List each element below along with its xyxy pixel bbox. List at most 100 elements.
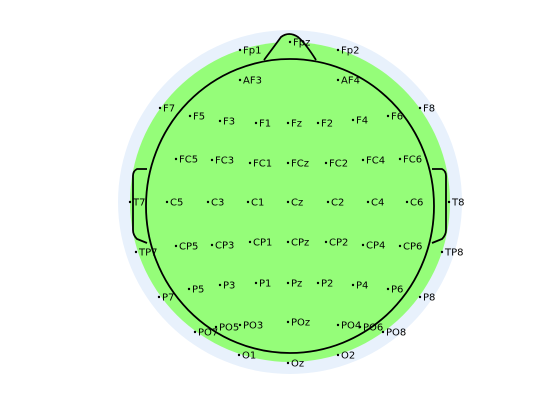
head-outline xyxy=(145,58,435,354)
electrode-label-fc1: FC1 xyxy=(253,159,272,170)
electrode-label-t7: T7 xyxy=(132,198,145,209)
electrode-p2: P2 xyxy=(316,279,333,290)
electrode-dot-cz xyxy=(286,200,290,204)
electrode-dot-po7 xyxy=(193,330,197,334)
electrode-dot-af4 xyxy=(336,78,340,82)
electrode-label-cpz: CPz xyxy=(291,238,309,249)
electrode-f1: F1 xyxy=(254,119,271,130)
electrode-dot-cp4 xyxy=(361,243,365,247)
electrode-dot-poz xyxy=(286,320,290,324)
electrode-c6: C6 xyxy=(405,198,423,209)
electrode-fp1: Fp1 xyxy=(238,46,261,57)
electrode-f6: F6 xyxy=(386,112,403,123)
electrode-label-cp4: CP4 xyxy=(366,241,385,252)
electrode-dot-cp1 xyxy=(248,240,252,244)
electrode-label-cz: Cz xyxy=(291,198,303,209)
electrode-label-fpz: Fpz xyxy=(293,38,310,49)
electrode-cp6: CP6 xyxy=(398,242,422,253)
electrode-cp1: CP1 xyxy=(248,238,272,249)
electrode-af4: AF4 xyxy=(336,76,360,87)
electrode-dot-fcz xyxy=(286,161,290,165)
electrode-label-f4: F4 xyxy=(356,116,368,127)
electrode-po6: PO6 xyxy=(358,323,383,334)
electrode-cpz: CPz xyxy=(286,238,309,249)
electrode-label-f2: F2 xyxy=(321,119,333,130)
electrode-cp4: CP4 xyxy=(361,241,385,252)
electrode-label-fc3: FC3 xyxy=(215,156,234,167)
electrode-o2: O2 xyxy=(336,351,355,362)
electrode-label-c1: C1 xyxy=(251,198,264,209)
electrode-po5: PO5 xyxy=(214,323,239,334)
electrode-label-cp2: CP2 xyxy=(329,238,348,249)
electrode-label-t8: T8 xyxy=(451,198,464,209)
electrode-f7: F7 xyxy=(158,104,175,115)
electrode-po3: PO3 xyxy=(238,321,263,332)
electrode-dot-fc6 xyxy=(398,157,402,161)
electrode-c2: C2 xyxy=(326,198,344,209)
electrode-p3: P3 xyxy=(218,281,235,292)
electrode-label-po6: PO6 xyxy=(363,323,383,334)
electrode-dot-f8 xyxy=(418,106,422,110)
electrode-f8: F8 xyxy=(418,104,435,115)
electrode-f2: F2 xyxy=(316,119,333,130)
electrode-label-f3: F3 xyxy=(223,117,235,128)
electrode-dot-oz xyxy=(286,361,290,365)
electrode-p8: P8 xyxy=(418,293,435,304)
electrode-label-po8: PO8 xyxy=(386,328,406,339)
electrode-f4: F4 xyxy=(351,116,368,127)
electrode-fc4: FC4 xyxy=(361,156,385,167)
electrode-dot-tp8 xyxy=(440,250,444,254)
electrode-dot-f1 xyxy=(254,121,258,125)
electrode-p4: P4 xyxy=(351,281,368,292)
electrode-label-fc4: FC4 xyxy=(366,156,385,167)
electrode-po7: PO7 xyxy=(193,328,218,339)
electrode-dot-po8 xyxy=(381,330,385,334)
electrode-label-tp7: TP7 xyxy=(138,248,158,259)
electrode-p5: P5 xyxy=(187,285,204,296)
electrode-dot-cp6 xyxy=(398,244,402,248)
electrode-tp8: TP8 xyxy=(440,248,464,259)
electrode-label-cp6: CP6 xyxy=(403,242,422,253)
electrode-fp2: Fp2 xyxy=(336,46,359,57)
electrode-label-f8: F8 xyxy=(423,104,435,115)
electrode-label-po7: PO7 xyxy=(198,328,218,339)
electrode-dot-fc1 xyxy=(248,161,252,165)
electrode-layer: Fpz Fp1 Fp2 AF3 AF4 F7 F5 F3 F1 Fz F2 F4 F6 F8 FC5 FC3 F… xyxy=(128,38,464,370)
electrode-dot-p5 xyxy=(187,287,191,291)
electrode-fcz: FCz xyxy=(286,159,309,170)
electrode-label-po5: PO5 xyxy=(219,323,239,334)
electrode-label-po3: PO3 xyxy=(243,321,263,332)
left-ear-outline xyxy=(132,168,148,244)
electrode-dot-o2 xyxy=(336,353,340,357)
electrode-dot-f2 xyxy=(316,121,320,125)
electrode-label-fz: Fz xyxy=(291,119,302,130)
electrode-p1: P1 xyxy=(254,279,271,290)
electrode-t8: T8 xyxy=(447,198,464,209)
electrode-fc5: FC5 xyxy=(174,155,198,166)
electrode-dot-t8 xyxy=(447,200,451,204)
electrode-dot-fp2 xyxy=(336,48,340,52)
electrode-dot-tp7 xyxy=(134,250,138,254)
electrode-label-f6: F6 xyxy=(391,112,403,123)
electrode-label-f7: F7 xyxy=(163,104,175,115)
electrode-label-cp1: CP1 xyxy=(253,238,272,249)
electrode-label-c4: C4 xyxy=(371,198,384,209)
right-ear-outline xyxy=(431,168,447,244)
electrode-label-p7: P7 xyxy=(162,293,174,304)
electrode-dot-p8 xyxy=(418,295,422,299)
electrode-label-tp8: TP8 xyxy=(444,248,464,259)
electrode-p7: P7 xyxy=(157,293,174,304)
electrode-label-po4: PO4 xyxy=(341,321,361,332)
electrode-dot-c2 xyxy=(326,200,330,204)
electrode-label-p3: P3 xyxy=(223,281,235,292)
electrode-tp7: TP7 xyxy=(134,248,158,259)
electrode-label-cp5: CP5 xyxy=(179,242,198,253)
electrode-dot-c5 xyxy=(165,200,169,204)
electrode-label-f5: F5 xyxy=(193,112,205,123)
electrode-dot-fz xyxy=(286,121,290,125)
electrode-c4: C4 xyxy=(366,198,384,209)
electrode-label-p8: P8 xyxy=(423,293,435,304)
electrode-dot-po4 xyxy=(336,323,340,327)
electrode-label-c5: C5 xyxy=(170,198,183,209)
electrode-c5: C5 xyxy=(165,198,183,209)
